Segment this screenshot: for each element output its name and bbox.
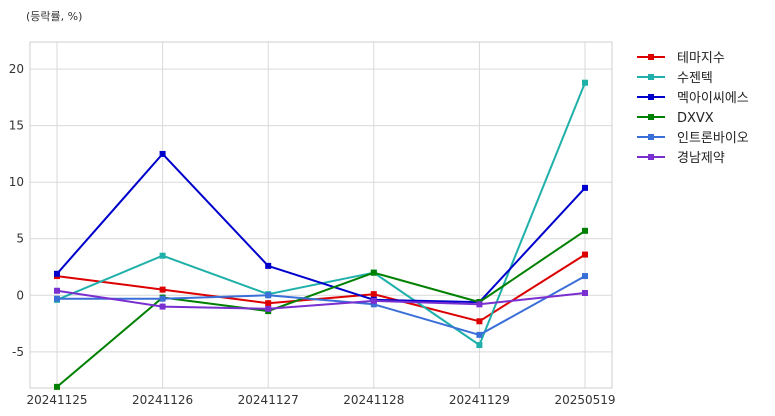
y-tick-label: 0 — [16, 288, 24, 302]
x-tick-label: 20241126 — [132, 393, 193, 407]
data-point — [54, 287, 60, 294]
legend-item: 테마지수 — [637, 51, 725, 66]
data-point — [582, 251, 588, 258]
data-point — [370, 269, 377, 276]
legend-marker — [648, 114, 654, 120]
legend-label: 테마지수 — [677, 51, 725, 66]
data-point — [159, 303, 166, 310]
data-point — [265, 305, 272, 312]
data-point — [159, 286, 166, 293]
grid-lines — [30, 42, 612, 388]
legend-item: 인트론바이오 — [637, 131, 749, 146]
data-point — [582, 184, 588, 191]
legend-label: 멕아이씨에스 — [677, 91, 749, 106]
legend-label: 경남제약 — [677, 151, 725, 166]
series-lines — [54, 79, 588, 390]
series-1 — [54, 251, 588, 325]
x-axis-ticks: 20241125 20241126 20241127 20241128 20241129… — [26, 393, 615, 407]
x-tick-label: 20241128 — [343, 393, 404, 407]
x-tick-label: 20241127 — [238, 393, 299, 407]
y-tick-label: 10 — [9, 175, 24, 189]
x-tick-label: 20250519 — [554, 393, 615, 407]
legend-marker — [648, 94, 654, 100]
x-tick-label: 20241125 — [26, 393, 87, 407]
series-line — [56, 289, 586, 310]
series-line — [57, 275, 586, 336]
legend-item: 멕아이씨에스 — [637, 91, 749, 106]
data-point — [265, 262, 272, 269]
legend-marker — [648, 154, 654, 160]
legend-item: 경남제약 — [637, 151, 725, 166]
series-5 — [54, 273, 588, 338]
data-point — [582, 227, 588, 234]
data-point — [54, 383, 60, 390]
plot-area-border — [29, 41, 613, 389]
y-tick-label: -5 — [12, 345, 24, 359]
data-point — [476, 301, 483, 308]
data-point — [476, 318, 483, 325]
y-tick-label: 20 — [9, 62, 24, 76]
legend-label: 인트론바이오 — [677, 131, 749, 146]
data-point — [265, 300, 272, 307]
legend-marker — [648, 134, 654, 140]
data-point — [476, 331, 483, 338]
data-point — [54, 270, 60, 277]
series-2 — [54, 79, 588, 349]
legend-label: DXVX — [677, 111, 714, 126]
legend-marker — [648, 74, 654, 80]
legend-item: 수젠텍 — [637, 71, 713, 86]
data-point — [370, 301, 377, 308]
legend-item: DXVX — [637, 111, 714, 126]
y-axis-unit-label: (등락률, %) — [26, 10, 82, 23]
data-point — [159, 295, 166, 302]
legend-label: 수젠텍 — [677, 71, 713, 86]
series-line — [56, 253, 586, 323]
series-line — [56, 229, 586, 388]
data-point — [159, 252, 166, 259]
data-point — [370, 291, 377, 298]
data-point — [582, 273, 588, 280]
legend-marker — [648, 54, 654, 60]
y-tick-label: 15 — [9, 119, 24, 133]
x-tick-label: 20241129 — [449, 393, 510, 407]
data-point — [370, 297, 377, 304]
data-point — [54, 295, 60, 302]
data-point — [582, 290, 588, 297]
data-point — [476, 342, 483, 349]
data-point — [159, 150, 166, 157]
y-axis-ticks: 20 15 10 5 0 -5 — [9, 62, 24, 359]
y-tick-label: 5 — [16, 232, 24, 246]
series-6 — [54, 287, 588, 312]
series-line — [56, 152, 586, 304]
data-point — [265, 292, 272, 299]
series-4 — [54, 227, 588, 390]
data-point — [582, 79, 588, 86]
